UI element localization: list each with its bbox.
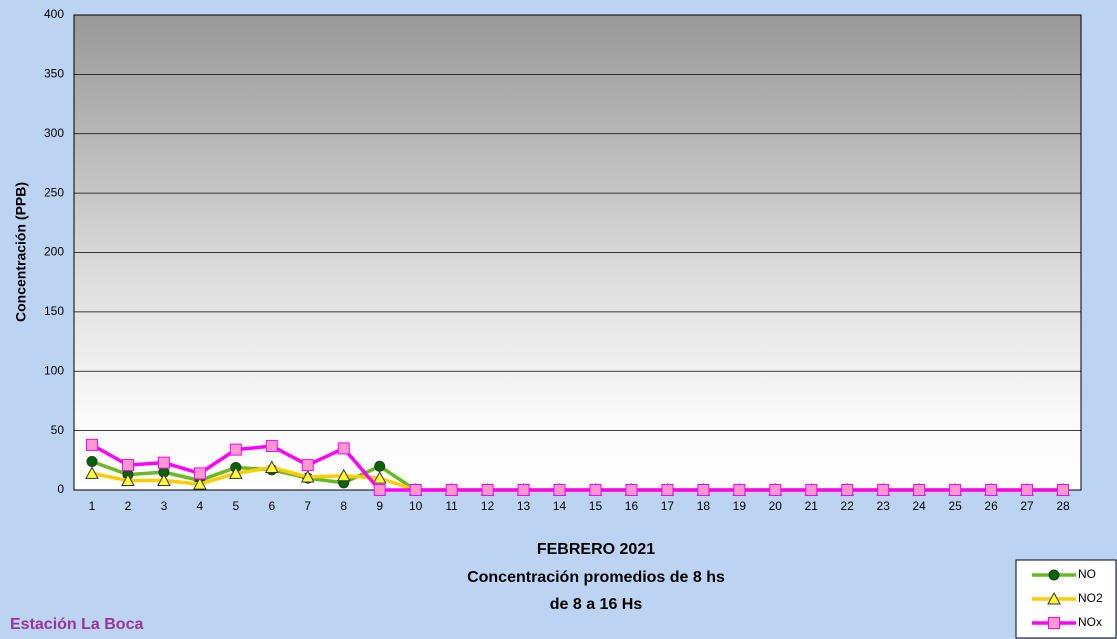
marker <box>769 484 782 496</box>
subtitle: de 8 a 16 Hs <box>550 596 643 613</box>
x-tick-label: 17 <box>661 499 675 513</box>
x-tick-label: 2 <box>125 499 132 513</box>
marker <box>85 466 99 479</box>
marker <box>553 484 566 496</box>
x-tick-label: 18 <box>697 499 711 513</box>
x-tick-label: 6 <box>268 499 275 513</box>
x-tick-label: 19 <box>733 499 747 513</box>
y-tick-label: 350 <box>44 67 64 81</box>
marker <box>1048 617 1060 629</box>
marker <box>805 484 818 496</box>
x-tick-label: 11 <box>445 499 458 513</box>
marker <box>157 473 171 486</box>
x-tick-label: 25 <box>948 499 962 513</box>
marker <box>229 443 242 456</box>
y-tick-label: 150 <box>44 304 64 318</box>
marker <box>264 460 279 473</box>
y-tick-label: 0 <box>57 482 64 496</box>
marker <box>481 484 494 496</box>
marker <box>985 484 998 496</box>
x-tick-label: 13 <box>517 499 531 513</box>
y-axis-label: Concentración (PPB) <box>13 182 29 322</box>
marker <box>913 484 926 496</box>
legend-label: NO <box>1078 567 1096 581</box>
station-label: Estación La Boca <box>10 616 143 633</box>
x-tick-label: 16 <box>625 499 639 513</box>
x-tick-label: 28 <box>1056 499 1070 513</box>
legend-label: NO2 <box>1078 591 1103 605</box>
x-tick-label: 12 <box>481 499 495 513</box>
marker <box>949 484 962 496</box>
marker <box>1048 569 1060 581</box>
x-tick-label: 22 <box>841 499 855 513</box>
x-tick-label: 23 <box>877 499 891 513</box>
marker <box>301 459 314 472</box>
marker <box>193 467 206 480</box>
marker <box>121 459 134 472</box>
y-tick-label: 200 <box>44 245 64 259</box>
marker <box>733 484 746 496</box>
x-tick-label: 20 <box>769 499 783 513</box>
x-tick-label: 5 <box>232 499 239 513</box>
marker <box>625 484 638 496</box>
legend-label: NOx <box>1078 615 1102 629</box>
marker <box>86 456 98 467</box>
marker <box>697 484 710 496</box>
y-tick-label: 250 <box>44 185 64 199</box>
x-tick-label: 27 <box>1020 499 1034 513</box>
y-tick-label: 100 <box>44 363 64 377</box>
series-line <box>91 443 1064 492</box>
marker <box>374 460 386 472</box>
x-tick-label: 24 <box>912 499 926 513</box>
x-tick-label: 26 <box>984 499 998 513</box>
y-tick-label: 300 <box>44 126 64 140</box>
marker <box>1021 484 1034 496</box>
x-tick-label: 7 <box>304 499 311 513</box>
marker <box>157 456 170 469</box>
chart-title: FEBRERO 2021 <box>537 541 655 558</box>
y-tick-label: 50 <box>51 423 65 437</box>
marker <box>841 484 854 496</box>
x-tick-label: 8 <box>340 499 347 513</box>
marker <box>265 440 278 453</box>
marker <box>1057 484 1070 496</box>
marker <box>85 438 98 451</box>
x-tick-label: 15 <box>589 499 603 513</box>
marker <box>337 442 350 455</box>
y-tick-label: 400 <box>44 7 64 21</box>
x-tick-label: 4 <box>197 499 204 513</box>
marker <box>372 471 387 484</box>
marker <box>336 468 351 482</box>
marker <box>661 484 674 496</box>
marker <box>877 484 890 496</box>
marker <box>517 484 530 496</box>
x-tick-label: 3 <box>161 499 168 513</box>
marker <box>1047 591 1061 605</box>
marker <box>121 473 135 486</box>
marker <box>409 484 422 496</box>
x-tick-label: 14 <box>553 499 567 513</box>
x-tick-label: 10 <box>409 499 423 513</box>
marker <box>300 469 315 483</box>
marker <box>228 466 243 479</box>
x-tick-label: 9 <box>376 499 383 513</box>
x-tick-label: 21 <box>805 499 819 513</box>
marker <box>445 484 458 496</box>
marker <box>373 484 386 496</box>
marker <box>193 477 207 490</box>
x-tick-label: 1 <box>89 499 96 513</box>
marker <box>589 484 602 496</box>
subtitle: Concentración promedios de 8 hs <box>467 569 725 586</box>
